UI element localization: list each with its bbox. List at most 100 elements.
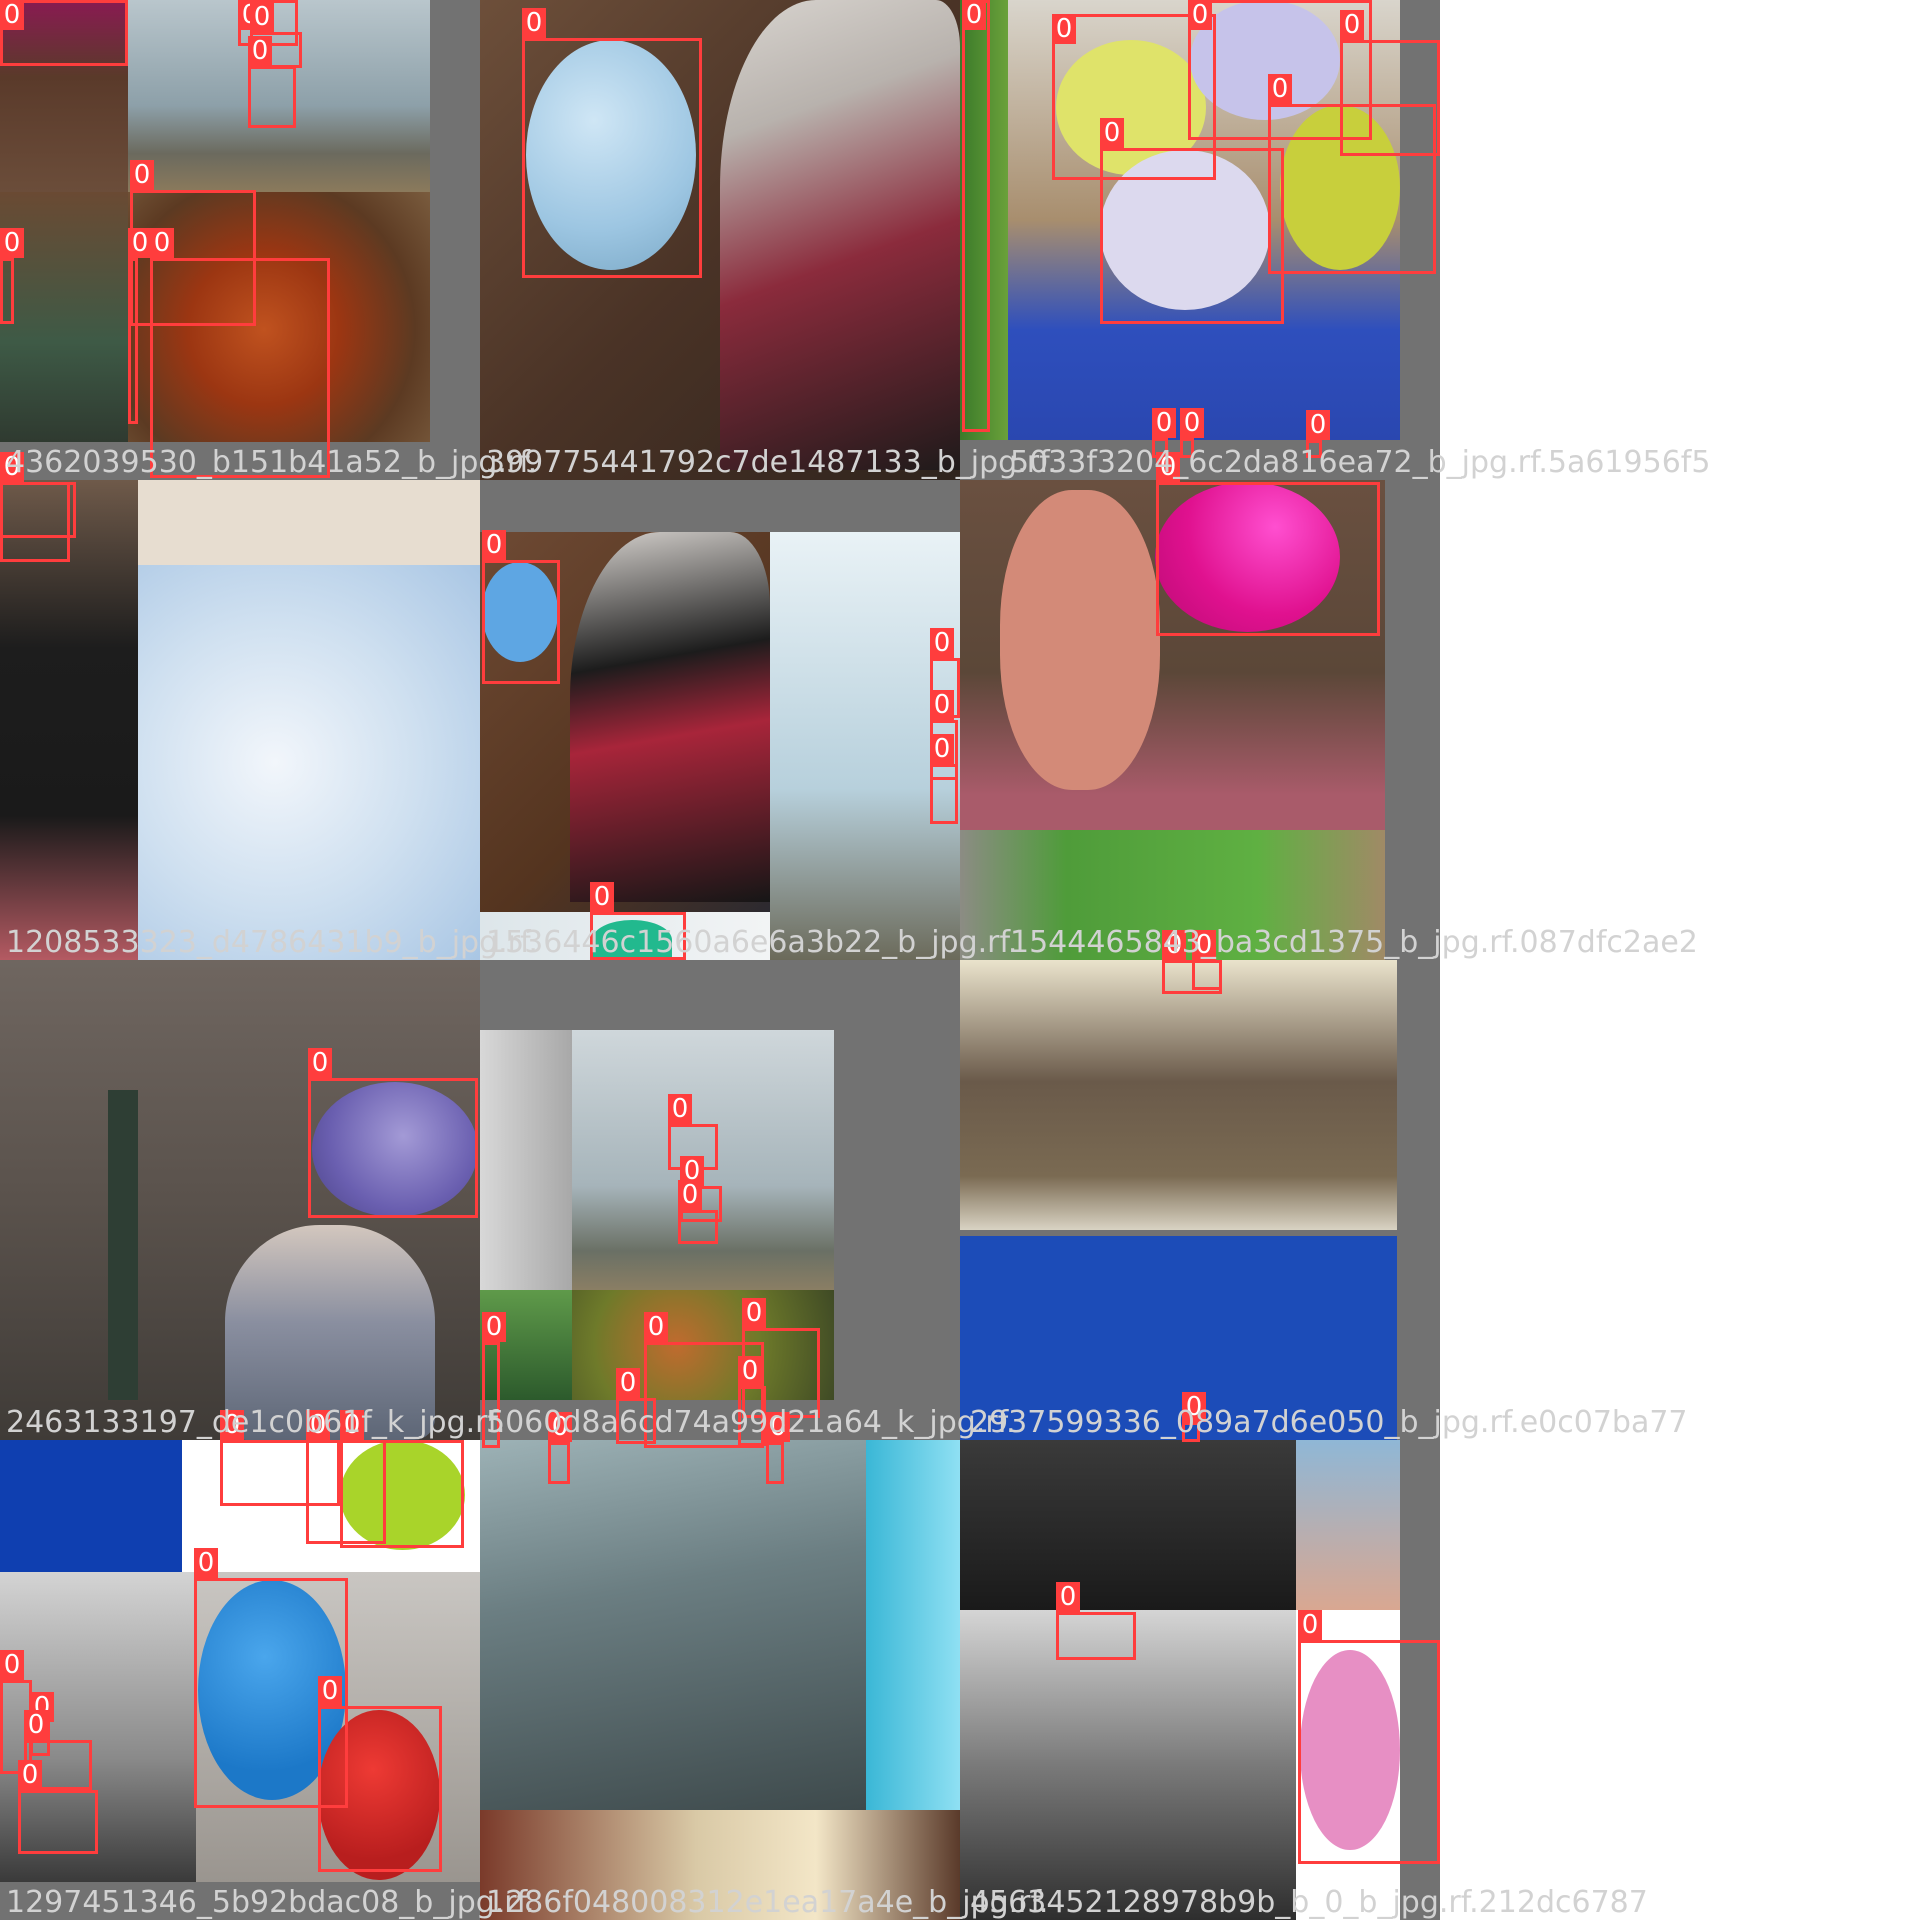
class-label-tag: 0 <box>482 1312 506 1342</box>
image-tile <box>480 1290 572 1400</box>
mosaic-cell-9 <box>960 960 1440 1440</box>
balloon-shape <box>526 40 696 270</box>
class-label-tag: 0 <box>0 0 24 30</box>
class-label-tag: 0 <box>250 2 274 32</box>
detection-box <box>482 560 560 684</box>
image-filename: 4563452128978b9b_b_0_b_jpg.rf.212dc6787 <box>970 1885 1648 1920</box>
class-label-tag: 0 <box>1298 1610 1322 1640</box>
class-label-tag: 0 <box>150 228 174 258</box>
class-label-tag: 0 <box>1156 452 1180 482</box>
detection-box <box>482 1342 500 1448</box>
balloon-shape <box>1155 482 1340 632</box>
detection-box <box>1182 1422 1200 1442</box>
class-label-tag: 0 <box>1306 410 1330 440</box>
mosaic-cell-2 <box>480 0 960 480</box>
detection-box <box>522 38 702 278</box>
image-tile <box>960 1610 1296 1920</box>
class-label-tag: 0 <box>930 628 954 658</box>
class-label-tag: 0 <box>1180 408 1204 438</box>
mosaic-cell-12 <box>960 1440 1440 1920</box>
detection-box <box>220 1440 340 1506</box>
image-filename: 2937599336_089a7d6e050_b_jpg.rf.e0c07ba7… <box>970 1405 1688 1440</box>
class-label-tag: 0 <box>590 882 614 912</box>
detection-box <box>644 1342 764 1448</box>
detection-box <box>128 258 138 424</box>
class-label-tag: 0 <box>1052 14 1076 44</box>
image-tile <box>866 1440 960 1810</box>
class-label-tag: 0 <box>1268 74 1292 104</box>
class-label-tag: 0 <box>482 530 506 560</box>
class-label-tag: 0 <box>318 1676 342 1706</box>
balloon-shape <box>1100 150 1270 310</box>
class-label-tag: 0 <box>548 1412 572 1442</box>
person-shape <box>225 1225 435 1440</box>
detection-box <box>1340 40 1440 156</box>
detection-box <box>1100 148 1284 324</box>
person-shape <box>570 532 770 902</box>
balloon-shape <box>592 920 672 960</box>
mosaic-cell-5 <box>480 480 960 960</box>
image-tile <box>480 1810 960 1920</box>
image-tile <box>960 960 1397 1230</box>
class-label-tag: 0 <box>1340 10 1364 40</box>
image-filename: 5033f3204_6c2da816ea72_b_jpg.rf.5a61956f… <box>1010 445 1711 480</box>
detection-box <box>1298 1640 1440 1864</box>
class-label-tag: 0 <box>308 1048 332 1078</box>
image-filename: 1286f048008312e1ea17a4e_b_jpg.rf. <box>486 1885 1049 1920</box>
class-label-tag: 0 <box>1056 1582 1080 1612</box>
detection-box <box>1156 482 1380 636</box>
class-label-tag: 0 <box>522 8 546 38</box>
class-label-tag: 0 <box>248 36 272 66</box>
detection-box <box>0 0 128 66</box>
image-tile <box>770 532 960 960</box>
class-label-tag: 0 <box>0 1650 24 1680</box>
class-label-tag: 0 <box>930 734 954 764</box>
class-label-tag: 0 <box>0 452 24 482</box>
image-filename: 399775441792c7de1487133_b_jpg.rf. <box>486 445 1057 480</box>
image-filename: 1297451346_5b92bdac08_b_jpg.rf. <box>6 1885 535 1920</box>
image-tile <box>0 1440 182 1572</box>
class-label-tag: 0 <box>1100 118 1124 148</box>
mosaic-cell-7 <box>0 960 480 1440</box>
image-tile <box>572 1290 834 1400</box>
class-label-tag: 0 <box>24 1710 48 1740</box>
detection-box <box>1268 104 1436 274</box>
person-shape <box>1000 490 1160 790</box>
class-label-tag: 0 <box>766 1412 790 1442</box>
class-label-tag: 0 <box>1152 408 1176 438</box>
mosaic-cell-10 <box>0 1440 480 1920</box>
image-tile <box>960 0 1008 440</box>
image-filename: 2463133197_de1c0b61f_k_jpg.rf. <box>6 1405 506 1440</box>
detection-box <box>766 1442 784 1484</box>
detection-box <box>1188 0 1372 140</box>
detection-box <box>1192 960 1222 990</box>
class-label-tag: 0 <box>0 228 24 258</box>
image-tile <box>1296 1440 1400 1610</box>
class-label-tag: 0 <box>616 1368 640 1398</box>
class-label-tag: 0 <box>306 1410 330 1440</box>
detection-box <box>738 1386 766 1446</box>
detection-box <box>590 912 686 960</box>
detection-box <box>0 258 14 324</box>
class-label-tag: 0 <box>930 690 954 720</box>
person-shape <box>720 0 960 470</box>
detection-box <box>308 1078 478 1218</box>
class-label-tag: 0 <box>678 1180 702 1210</box>
image-tile <box>108 1090 138 1400</box>
balloon-shape <box>312 1082 478 1217</box>
balloon-shape <box>482 562 558 662</box>
class-label-tag: 0 <box>738 1356 762 1386</box>
image-tile <box>138 480 480 565</box>
class-label-tag: 0 <box>1188 0 1212 30</box>
image-tile <box>480 1030 572 1290</box>
image-tile <box>128 192 430 442</box>
detection-box <box>616 1398 656 1444</box>
image-filename: 4362039530_b151b41a52_b_jpg.rf. <box>6 445 538 480</box>
detection-box <box>1056 1612 1136 1660</box>
class-label-tag: 0 <box>220 1410 244 1440</box>
detection-box <box>194 1578 348 1808</box>
detection-box <box>150 258 330 478</box>
class-label-tag: 0 <box>130 160 154 190</box>
image-filename: 1536446c1560a6e6a3b22_b_jpg.rf. <box>486 925 1018 960</box>
class-label-tag: 0 <box>1192 930 1216 960</box>
